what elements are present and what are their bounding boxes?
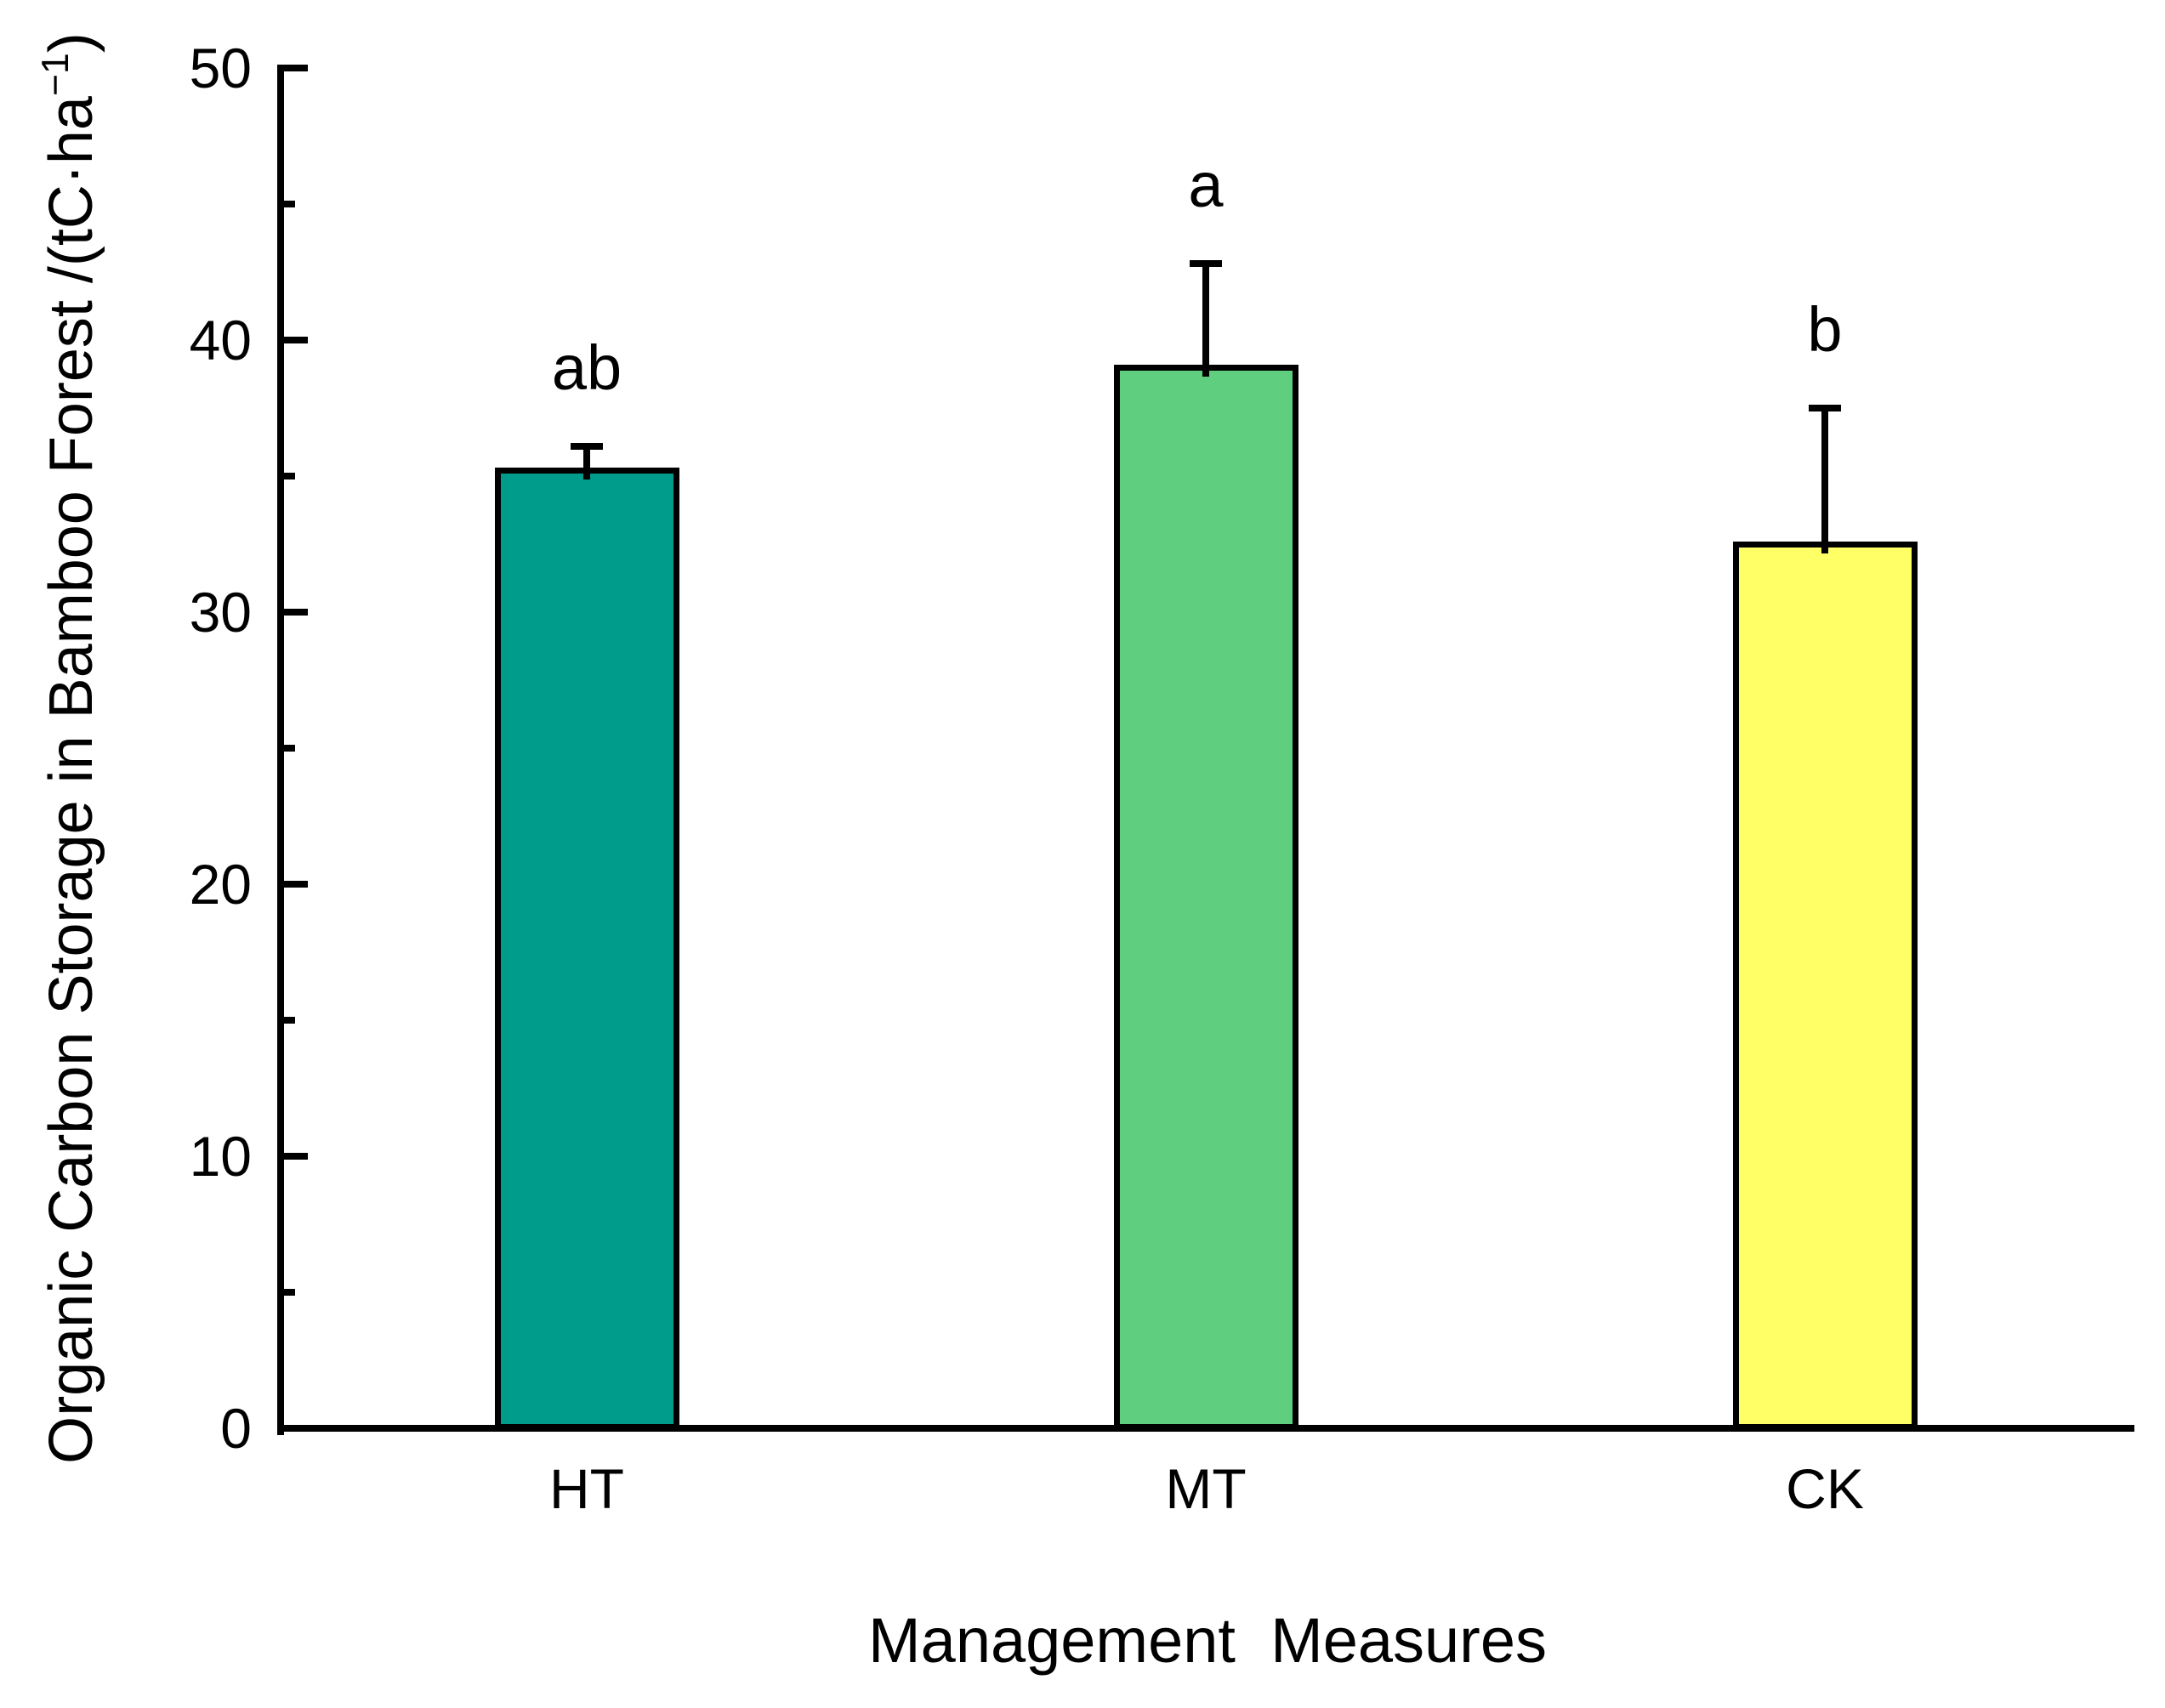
y-tick-label: 30 xyxy=(189,581,252,644)
error-bar-cap-CK xyxy=(1809,405,1841,411)
y-minor-tick xyxy=(277,473,295,479)
x-category-label-HT: HT xyxy=(549,1457,624,1520)
x-category-label-CK: CK xyxy=(1786,1457,1864,1520)
y-minor-tick xyxy=(277,745,295,752)
significance-letter-CK: b xyxy=(1807,294,1843,365)
error-bar-cap-HT xyxy=(571,442,603,450)
y-major-tick xyxy=(277,337,308,343)
y-minor-tick xyxy=(277,1017,295,1024)
bar-HT xyxy=(494,468,679,1430)
y-tick-label: 10 xyxy=(189,1125,252,1188)
y-axis-title-main: Organic Carbon Storage in Bamboo Forest … xyxy=(37,96,105,1464)
y-tick-label: 40 xyxy=(189,309,252,372)
y-tick-label: 0 xyxy=(220,1397,252,1460)
x-axis-title: Management Measures xyxy=(868,1605,1547,1676)
y-tick-label: 20 xyxy=(189,853,252,916)
error-bar-line-CK xyxy=(1821,408,1828,553)
significance-letter-HT: ab xyxy=(551,332,622,403)
y-major-tick xyxy=(277,1153,308,1160)
y-major-tick xyxy=(277,881,308,888)
y-major-tick xyxy=(277,65,308,71)
y-axis-title: Organic Carbon Storage in Bamboo Forest … xyxy=(35,32,105,1464)
error-bar-line-MT xyxy=(1202,264,1209,377)
y-major-tick xyxy=(277,609,308,616)
x-category-label-MT: MT xyxy=(1165,1457,1247,1520)
bar-MT xyxy=(1113,364,1298,1430)
y-major-tick xyxy=(277,1425,308,1432)
error-bar-line-HT xyxy=(583,445,590,480)
significance-letter-MT: a xyxy=(1188,150,1224,221)
y-tick-label: 50 xyxy=(189,37,252,99)
bar-CK xyxy=(1732,541,1918,1430)
error-bar-cap-MT xyxy=(1190,260,1222,268)
y-minor-tick xyxy=(277,1289,295,1296)
y-minor-tick xyxy=(277,201,295,207)
